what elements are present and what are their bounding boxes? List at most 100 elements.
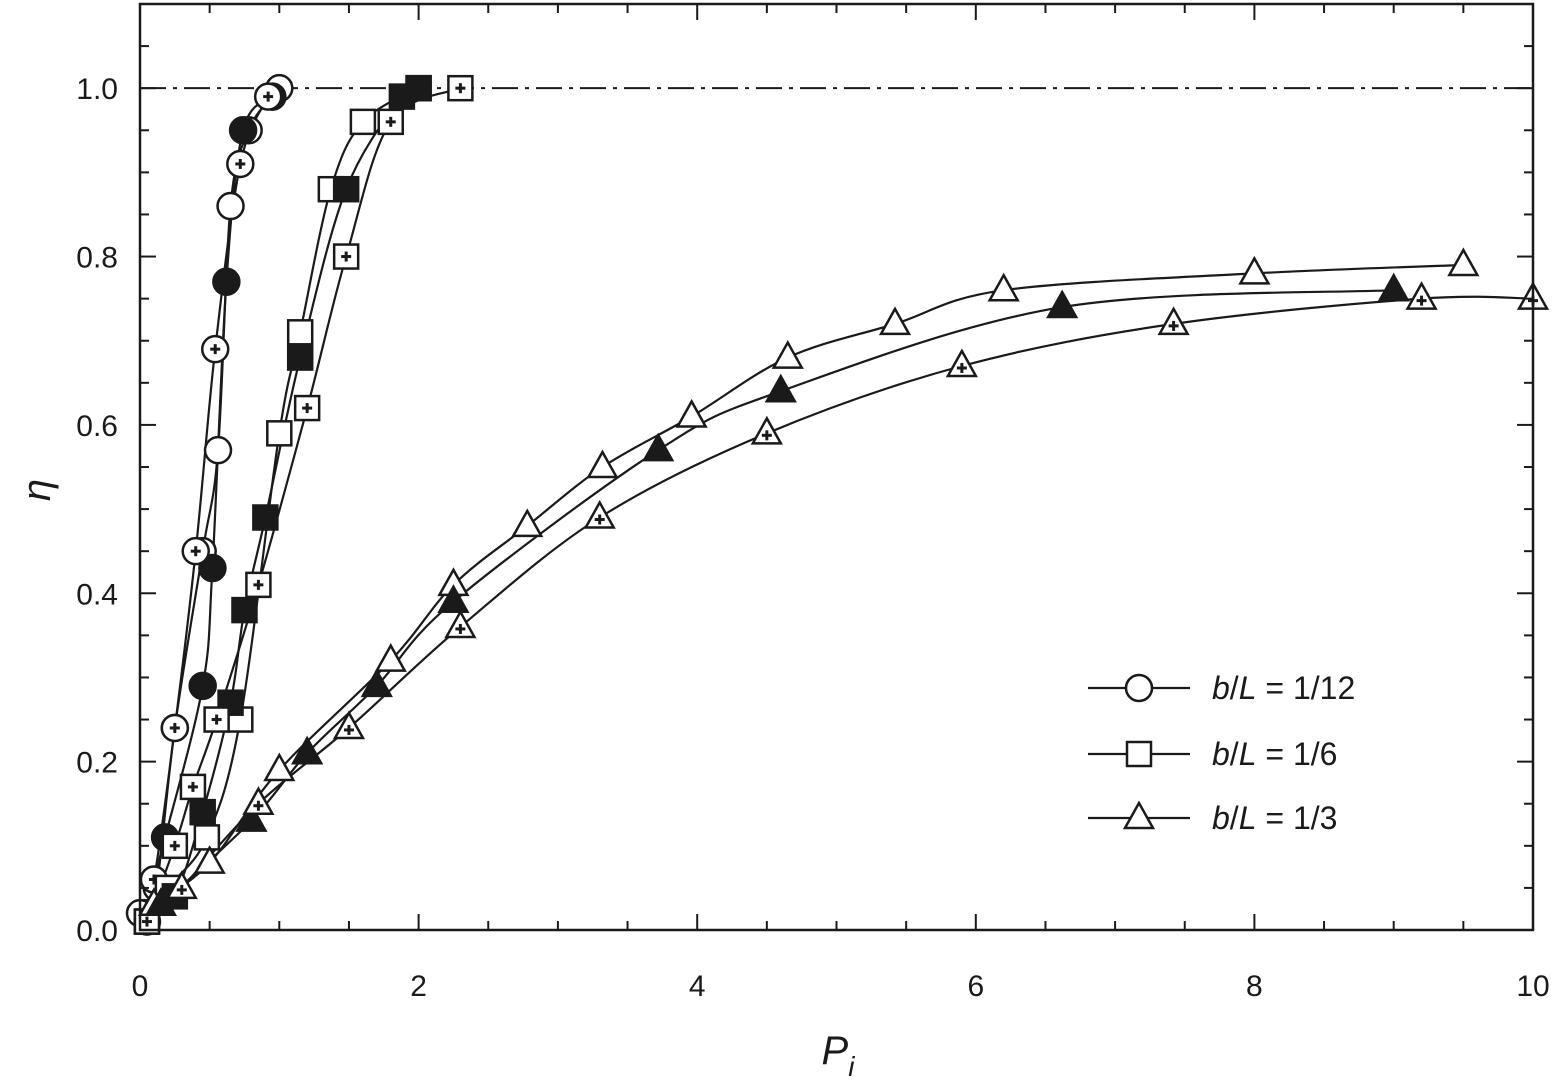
marker-triangle — [144, 887, 178, 916]
legend-label-value: = 1/12 — [1256, 670, 1355, 706]
data-point-square-solid — [286, 344, 314, 371]
marker-triangle — [235, 803, 268, 832]
marker-circle — [188, 671, 217, 701]
marker-square — [286, 319, 314, 346]
y-tick-label: 0.6 — [76, 410, 118, 443]
data-point-triangle-cross — [1157, 306, 1190, 336]
data-point-triangle-solid — [291, 735, 324, 765]
data-point-triangle-open — [586, 449, 619, 479]
data-point-square-solid — [189, 798, 216, 826]
data-point-square-open — [349, 108, 377, 136]
legend-label: b/L = 1/3 — [1212, 800, 1337, 836]
y-axis-label: η — [15, 479, 59, 501]
marker-square — [349, 108, 377, 136]
legend-item-square: b/L = 1/6 — [1088, 736, 1337, 772]
x-axis-label: Pi — [822, 1029, 856, 1082]
marker-square — [405, 74, 432, 102]
data-point-triangle-cross — [444, 609, 477, 639]
data-point-circle-solid — [188, 671, 217, 701]
data-point-circle-cross — [253, 82, 283, 111]
x-tick-label: 2 — [410, 970, 427, 1003]
data-point-triangle-solid — [642, 432, 675, 462]
legend-label-slash: / — [1230, 670, 1239, 706]
data-point-triangle-open — [263, 752, 296, 782]
legend: b/L = 1/12b/L = 1/6b/L = 1/3 — [1088, 670, 1355, 836]
data-point-triangle-cross — [242, 786, 275, 815]
marker-circle — [1124, 673, 1154, 703]
legend-label-b: b — [1212, 800, 1230, 836]
data-point-triangle-open — [987, 272, 1020, 302]
marker-square — [252, 504, 279, 531]
y-tick-label: 0.0 — [76, 915, 118, 948]
marker-triangle — [193, 845, 226, 874]
data-point-triangle-solid — [764, 373, 797, 403]
data-point-triangle-solid — [1377, 272, 1410, 302]
marker-circle — [228, 116, 258, 145]
data-point-square-cross — [161, 832, 189, 860]
tick-labels: 0 2 4 6 8 10 0.0 0.2 0.4 0.6 0.8 1.0 — [76, 73, 1549, 1003]
x-axis-label-main: P — [822, 1029, 849, 1073]
marker-triangle — [374, 643, 407, 672]
marker-triangle — [987, 272, 1020, 302]
legend-label-value: = 1/6 — [1256, 736, 1337, 772]
data-point-circle-solid — [212, 267, 241, 297]
data-point-circle-open — [216, 191, 245, 221]
data-point-triangle-open — [771, 340, 804, 369]
data-point-square-cross — [332, 243, 360, 270]
marker-triangle — [586, 449, 619, 479]
data-point-triangle-solid — [360, 668, 393, 698]
series-curve-triangle-open — [153, 263, 1464, 906]
marker-circle — [198, 553, 227, 583]
x-tick-label: 8 — [1246, 970, 1263, 1003]
data-point-triangle-open — [374, 643, 407, 672]
series-markers — [125, 73, 1550, 936]
data-point-square-cross — [203, 706, 230, 733]
data-point-triangle-cross — [165, 870, 198, 900]
legend-label-value: = 1/3 — [1256, 800, 1337, 836]
marker-triangle — [1122, 800, 1156, 830]
legend-label-b: b — [1212, 736, 1230, 772]
y-tick-label: 0.4 — [76, 578, 118, 611]
marker-circle — [212, 267, 241, 297]
legend-marker-triangle — [1122, 800, 1156, 830]
data-point-triangle-open — [1238, 255, 1271, 285]
data-point-triangle-open — [1447, 247, 1480, 277]
marker-square — [193, 824, 221, 851]
data-point-circle-open — [203, 435, 233, 465]
legend-label-l: L — [1239, 670, 1257, 706]
y-tick-label: 0.2 — [76, 747, 118, 780]
x-tick-label: 4 — [689, 970, 706, 1003]
data-point-triangle-open — [511, 508, 544, 538]
x-tick-label: 0 — [132, 970, 149, 1003]
marker-triangle — [764, 373, 797, 403]
data-point-square-open — [193, 824, 221, 851]
data-point-circle-cross — [160, 713, 190, 743]
data-point-triangle-open — [878, 306, 912, 336]
marker-square — [189, 798, 216, 826]
y-tick-label: 0.8 — [76, 242, 118, 275]
data-point-square-cross — [293, 394, 321, 422]
data-point-triangle-open — [675, 398, 708, 428]
marker-square — [286, 344, 314, 371]
data-point-square-cross — [179, 773, 207, 801]
legend-item-triangle: b/L = 1/3 — [1088, 800, 1337, 836]
legend-label-b: b — [1212, 670, 1230, 706]
legend-label-l: L — [1239, 800, 1257, 836]
data-point-square-open — [266, 420, 293, 447]
marker-triangle — [1447, 247, 1480, 277]
y-tick-label: 1.0 — [76, 73, 118, 106]
x-tick-label: 6 — [967, 970, 984, 1003]
data-point-square-solid — [231, 596, 258, 624]
marker-triangle — [437, 584, 470, 613]
data-point-triangle-solid — [1046, 289, 1079, 319]
legend-label-l: L — [1239, 736, 1257, 772]
marker-triangle — [642, 432, 675, 462]
data-point-square-cross — [447, 74, 474, 102]
series-curve-triangle-cross — [180, 295, 1534, 889]
data-point-triangle-solid — [437, 584, 470, 613]
marker-triangle — [263, 752, 296, 782]
data-point-square-solid — [252, 504, 279, 531]
marker-triangle — [291, 735, 324, 765]
data-point-triangle-solid — [235, 803, 268, 832]
marker-triangle — [511, 508, 544, 538]
